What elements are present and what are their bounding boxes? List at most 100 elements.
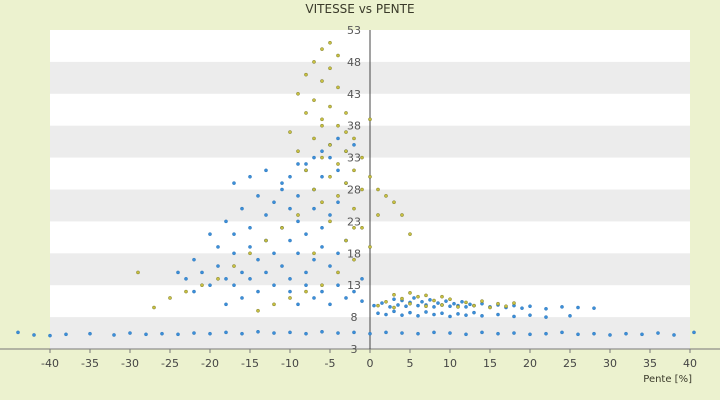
data-point — [272, 200, 276, 205]
data-point — [496, 301, 500, 306]
data-point — [192, 289, 196, 294]
data-point — [560, 305, 564, 309]
data-point — [460, 299, 464, 304]
data-point — [352, 136, 356, 141]
data-point — [272, 302, 276, 307]
data-point — [248, 251, 252, 256]
x-tick-label: 10 — [443, 357, 457, 370]
data-point — [608, 333, 612, 337]
data-point — [360, 155, 364, 160]
data-point — [320, 245, 324, 249]
data-point — [320, 200, 324, 205]
data-point — [208, 283, 212, 288]
y-tick-label: 23 — [347, 215, 361, 228]
data-point — [272, 283, 276, 288]
y-tick-label: 53 — [347, 24, 361, 37]
data-point — [304, 289, 308, 294]
data-point — [224, 277, 228, 281]
data-point — [352, 257, 356, 262]
data-point — [432, 312, 436, 317]
data-point — [296, 213, 300, 217]
data-point — [144, 332, 148, 337]
data-point — [256, 289, 260, 294]
data-point — [200, 270, 204, 275]
data-point — [232, 283, 236, 288]
data-point — [480, 299, 484, 303]
data-point — [312, 251, 316, 256]
data-point — [528, 313, 532, 317]
y-tick-label: 48 — [347, 56, 361, 69]
data-point — [336, 251, 340, 256]
data-point — [408, 310, 412, 315]
data-point — [304, 283, 308, 288]
data-point — [320, 155, 324, 160]
data-point — [560, 330, 564, 335]
data-point — [264, 270, 268, 275]
data-point — [368, 245, 372, 249]
y-tick-label: 28 — [347, 184, 361, 197]
data-point — [312, 155, 316, 160]
data-point — [200, 283, 204, 288]
data-point — [392, 200, 396, 205]
data-point — [328, 174, 332, 179]
data-point — [368, 174, 372, 179]
data-point — [304, 168, 308, 173]
x-tick-label: 15 — [483, 357, 497, 370]
data-point — [264, 168, 268, 173]
data-point — [248, 225, 252, 230]
x-tick-label: 30 — [603, 357, 617, 370]
data-point — [380, 301, 384, 305]
data-point — [440, 311, 444, 316]
data-point — [512, 314, 516, 319]
data-point — [328, 155, 332, 160]
x-tick-label: -30 — [121, 357, 139, 370]
data-point — [568, 314, 572, 318]
data-point — [320, 117, 324, 122]
data-point — [408, 291, 412, 295]
data-point — [376, 311, 380, 316]
data-point — [336, 270, 340, 275]
x-tick-label: 5 — [407, 357, 414, 370]
data-point — [384, 312, 388, 317]
data-point — [280, 225, 284, 230]
data-point — [296, 251, 300, 256]
data-point — [336, 283, 340, 288]
x-tick-label: -40 — [41, 357, 59, 370]
data-point — [368, 117, 372, 122]
data-point — [436, 301, 440, 305]
data-point — [224, 219, 228, 224]
data-point — [336, 136, 340, 141]
data-point — [464, 313, 468, 317]
data-point — [240, 331, 244, 336]
x-tick-label: 25 — [563, 357, 577, 370]
y-tick-label: 8 — [351, 311, 358, 324]
data-point — [160, 331, 164, 336]
data-point — [288, 289, 292, 294]
data-point — [424, 310, 428, 314]
data-point — [272, 251, 276, 256]
data-point — [424, 304, 428, 309]
x-tick-label: 0 — [367, 357, 374, 370]
data-point — [416, 294, 420, 299]
data-point — [176, 270, 180, 275]
data-point — [404, 304, 408, 309]
data-point — [264, 238, 268, 243]
data-point — [168, 296, 172, 300]
data-point — [504, 304, 508, 309]
data-point — [312, 136, 316, 141]
data-point — [496, 331, 500, 336]
data-point — [400, 331, 404, 335]
data-point — [344, 149, 348, 154]
data-point — [352, 330, 356, 335]
data-point — [328, 143, 332, 147]
x-axis-label: Pente [%] — [643, 374, 692, 385]
data-point — [312, 60, 316, 64]
data-point — [456, 312, 460, 316]
data-point — [192, 331, 196, 335]
data-point — [512, 331, 516, 335]
data-point — [320, 283, 324, 288]
data-point — [216, 277, 220, 281]
data-point — [320, 79, 324, 83]
data-point — [576, 332, 580, 337]
